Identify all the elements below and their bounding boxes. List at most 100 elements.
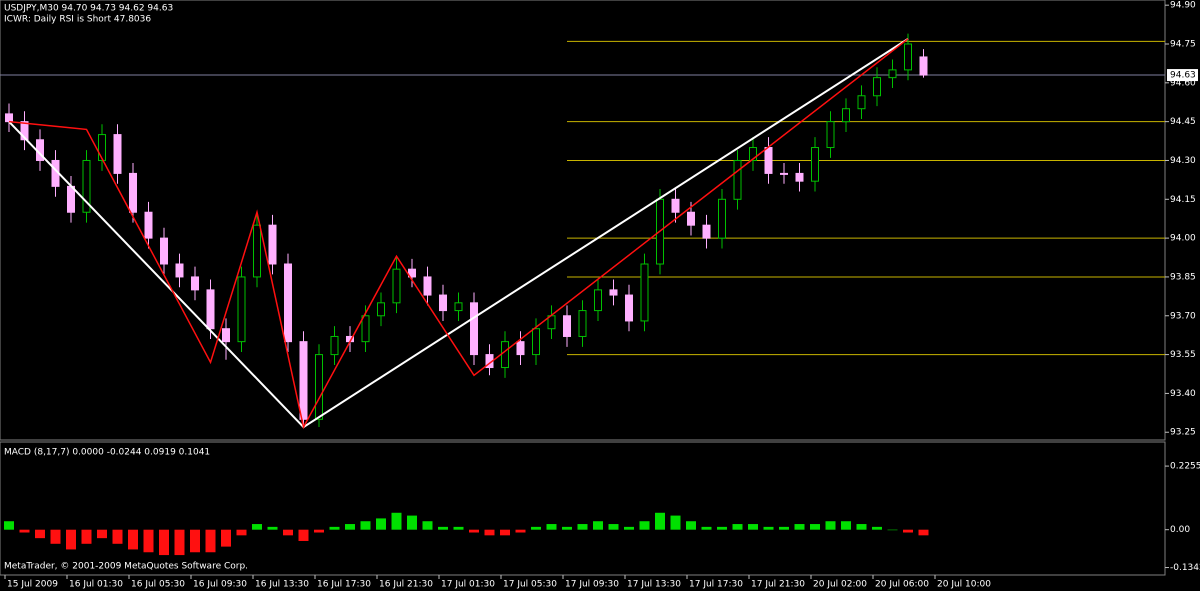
x-tick-label: 16 Jul 01:30 [69, 580, 123, 590]
candle-body [20, 121, 29, 141]
candle-body [764, 147, 773, 174]
macd-bar [779, 526, 789, 530]
macd-bar [407, 515, 417, 530]
zigzag-line [8, 37, 909, 429]
candle-body [640, 263, 649, 322]
macd-bar [174, 529, 185, 556]
macd-tick-label: 0.2255 [1170, 462, 1200, 472]
candle-body [67, 185, 75, 213]
candle-body [888, 69, 897, 79]
candle-body [5, 113, 13, 123]
candle-body [377, 302, 385, 317]
macd-bar [252, 524, 262, 530]
candle-body [501, 341, 509, 369]
candle-body [625, 294, 633, 322]
macd-bar [531, 526, 541, 530]
current-price-box [1167, 69, 1198, 82]
macd-bar [314, 529, 324, 533]
y-tick-label: 93.40 [1170, 389, 1196, 399]
macd-bar [794, 524, 805, 530]
macd-bar [50, 529, 61, 544]
macd-bar [887, 529, 898, 531]
candle-body [718, 198, 726, 239]
macd-bar [205, 529, 216, 553]
candle-body [98, 134, 106, 161]
macd-bar [391, 512, 402, 530]
candle-body [439, 294, 447, 312]
candle-body [749, 147, 757, 161]
macd-bar [298, 529, 309, 541]
candle-body [175, 263, 184, 278]
macd-bar [236, 529, 247, 536]
macd-bar [438, 526, 448, 530]
candle-body [733, 159, 742, 200]
macd-bar [810, 524, 820, 530]
candle-body [237, 276, 246, 343]
macd-bar [422, 521, 433, 530]
macd-bar [128, 529, 138, 550]
macd-bar [918, 529, 929, 536]
macd-bar [159, 529, 169, 556]
macd-bar [35, 529, 45, 539]
macd-bar [469, 529, 479, 533]
candle-body [594, 289, 602, 312]
candle-body [392, 268, 401, 304]
candle-body [563, 315, 571, 337]
macd-bar [190, 529, 200, 553]
macd-bar [701, 526, 712, 530]
candle-body [268, 224, 277, 265]
macd-bar [670, 515, 681, 530]
candle-body [408, 268, 416, 278]
candle-body [82, 159, 91, 213]
y-tick-label: 93.70 [1170, 311, 1196, 321]
macd-bar [608, 524, 619, 530]
macd-bar [546, 524, 557, 530]
candle-body [532, 328, 540, 356]
candle-body [113, 134, 122, 174]
candle-body [687, 211, 695, 226]
macd-bar [717, 526, 727, 530]
macd-bar [360, 521, 371, 530]
candle-body [842, 108, 850, 123]
macd-bar [639, 521, 650, 530]
macd-bar [4, 521, 14, 530]
macd-bar [593, 521, 603, 530]
y-tick-label: 93.55 [1170, 350, 1196, 360]
candle-body [299, 341, 308, 420]
candle-body [873, 77, 881, 97]
chart-title: USDJPY,M30 94.70 94.73 94.62 94.63 [4, 4, 173, 14]
candle-body [702, 224, 711, 239]
macd-bar [872, 526, 882, 530]
macd-bar [577, 524, 588, 530]
candle-body [330, 335, 339, 356]
x-tick-label: 17 Jul 21:30 [751, 580, 805, 590]
indicator-note: ICWR: Daily RSI is Short 47.8036 [4, 15, 151, 25]
macd-bar [19, 529, 30, 533]
y-tick-label: 94.30 [1170, 156, 1196, 166]
y-tick-label: 93.25 [1170, 428, 1196, 438]
macd-panel [0, 441, 1166, 576]
x-tick-label: 16 Jul 21:30 [379, 580, 433, 590]
candle-body [826, 121, 835, 149]
macd-bar [267, 526, 278, 530]
candle-body [470, 302, 478, 356]
candle-body [253, 224, 261, 278]
x-tick-label: 16 Jul 17:30 [317, 580, 371, 590]
macd-bar [221, 529, 231, 547]
candle-body [160, 237, 168, 265]
macd-bar [500, 529, 510, 536]
candle-body [578, 310, 587, 337]
current-price-label: 94.63 [1170, 71, 1196, 81]
macd-bar [763, 526, 774, 530]
candle-body [516, 341, 525, 356]
x-tick-label: 16 Jul 09:30 [193, 580, 247, 590]
macd-bar [624, 526, 634, 530]
macd-tick-label: -0.1342 [1170, 563, 1200, 573]
x-tick-label: 20 Jul 06:00 [875, 580, 929, 590]
macd-bar [376, 518, 386, 530]
x-tick-label: 20 Jul 02:00 [813, 580, 867, 590]
candle-body [919, 56, 928, 76]
candle-body [144, 211, 153, 239]
